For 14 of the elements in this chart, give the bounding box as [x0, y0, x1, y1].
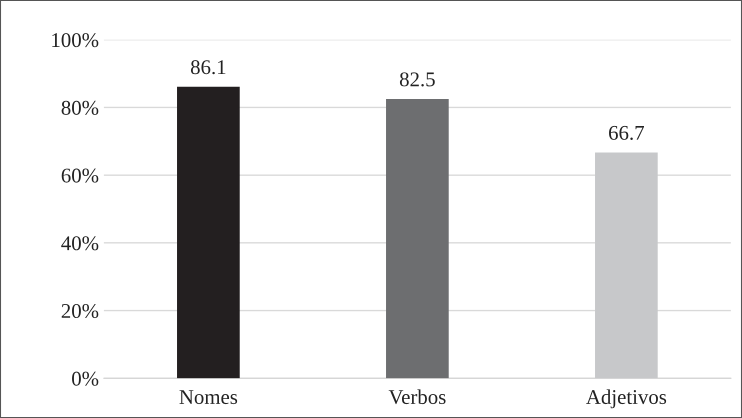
x-tick-label: Verbos [388, 389, 446, 404]
y-tick-label: 40% [61, 236, 98, 250]
x-tick-label: Nomes [179, 390, 238, 404]
data-label: 66.7 [609, 126, 644, 140]
data-label: 82.5 [400, 72, 435, 86]
y-tick-label: 60% [62, 168, 98, 183]
x-tick-label: Adjetivos [586, 389, 666, 408]
data-label: 86.1 [190, 60, 226, 74]
bar [177, 86, 240, 378]
bar [386, 98, 449, 378]
y-tick-label: 20% [62, 304, 98, 318]
y-tick-label: 0% [72, 372, 98, 386]
y-tick-label: 80% [62, 100, 98, 115]
y-tick-label: 100% [52, 33, 98, 48]
